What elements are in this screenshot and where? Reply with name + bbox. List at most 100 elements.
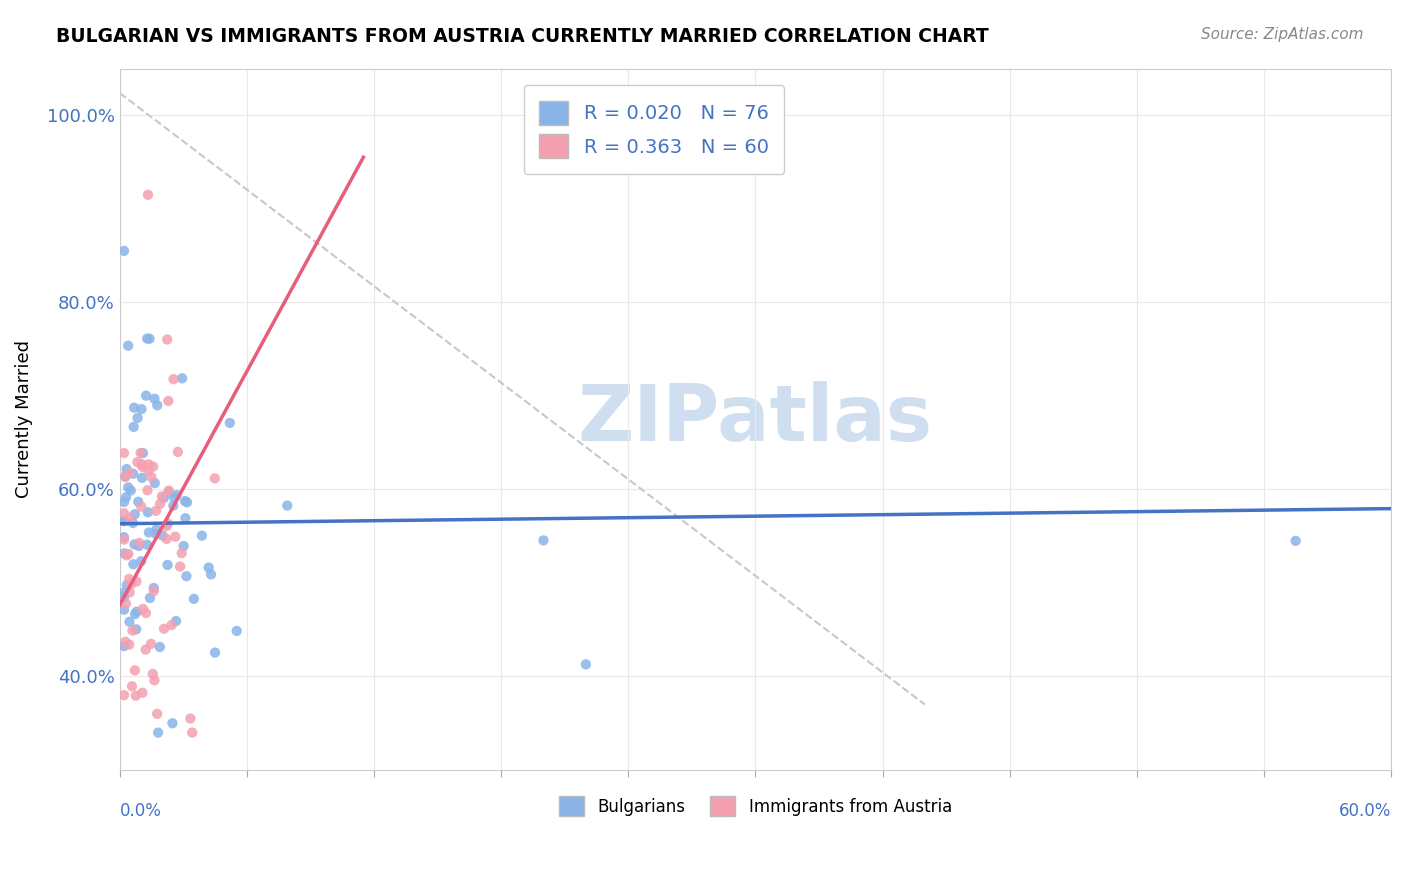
Point — [533, 533, 555, 548]
Point — [129, 500, 152, 514]
Point — [115, 462, 138, 476]
Point — [112, 506, 135, 520]
Point — [160, 618, 183, 632]
Point — [157, 394, 180, 409]
Point — [129, 554, 152, 568]
Point — [141, 470, 163, 484]
Point — [128, 536, 150, 550]
Point — [131, 457, 153, 471]
Point — [125, 689, 148, 703]
Point — [163, 491, 186, 505]
Point — [145, 504, 167, 518]
Point — [204, 471, 226, 485]
Point — [142, 581, 165, 595]
Point — [143, 476, 166, 491]
Point — [169, 559, 191, 574]
Point — [120, 483, 142, 498]
Point — [143, 392, 166, 406]
Point — [176, 569, 198, 583]
Point — [136, 483, 159, 498]
Point — [121, 679, 143, 693]
Point — [156, 516, 179, 531]
Point — [136, 538, 159, 552]
Point — [138, 332, 160, 346]
Point — [118, 572, 141, 586]
Point — [191, 529, 214, 543]
Point — [136, 505, 159, 519]
Point — [146, 398, 169, 412]
Point — [146, 706, 169, 721]
Point — [165, 530, 187, 544]
Point — [173, 539, 195, 553]
Point — [142, 459, 165, 474]
Point — [162, 372, 184, 386]
Point — [135, 606, 157, 620]
Point — [125, 605, 148, 619]
Point — [138, 458, 160, 472]
Point — [145, 526, 167, 541]
Point — [150, 489, 173, 503]
Text: BULGARIAN VS IMMIGRANTS FROM AUSTRIA CURRENTLY MARRIED CORRELATION CHART: BULGARIAN VS IMMIGRANTS FROM AUSTRIA CUR… — [56, 27, 988, 45]
Point — [112, 533, 135, 547]
Point — [132, 602, 155, 616]
Point — [125, 574, 148, 589]
Point — [118, 510, 141, 524]
Point — [152, 528, 174, 542]
Point — [121, 576, 143, 591]
Point — [124, 607, 146, 621]
Point — [142, 584, 165, 599]
Point — [112, 530, 135, 544]
Point — [115, 549, 138, 563]
Point — [179, 712, 201, 726]
Point — [129, 446, 152, 460]
Point — [167, 445, 190, 459]
Point — [114, 469, 136, 483]
Point — [218, 416, 240, 430]
Point — [131, 471, 153, 485]
Point — [204, 646, 226, 660]
Point — [181, 725, 204, 739]
Point — [200, 567, 222, 582]
Point — [112, 688, 135, 702]
Point — [122, 420, 145, 434]
Point — [117, 480, 139, 494]
Point — [115, 578, 138, 592]
Point — [165, 488, 187, 502]
Point — [135, 642, 157, 657]
Point — [124, 664, 146, 678]
Y-axis label: Currently Married: Currently Married — [15, 340, 32, 499]
Point — [157, 483, 180, 498]
Point — [118, 466, 141, 480]
Point — [170, 546, 193, 560]
Point — [136, 463, 159, 477]
Point — [122, 516, 145, 530]
Point — [115, 490, 138, 504]
Text: ZIPatlas: ZIPatlas — [578, 381, 932, 458]
Text: Source: ZipAtlas.com: Source: ZipAtlas.com — [1201, 27, 1364, 42]
Point — [153, 622, 176, 636]
Point — [128, 539, 150, 553]
Point — [125, 622, 148, 636]
Point — [139, 637, 162, 651]
Point — [172, 371, 194, 385]
Point — [276, 499, 298, 513]
Point — [153, 491, 176, 505]
Point — [122, 558, 145, 572]
Point — [155, 519, 177, 533]
Point — [165, 614, 187, 628]
Point — [156, 532, 179, 546]
Point — [112, 244, 135, 258]
Point — [127, 411, 149, 425]
Point — [174, 494, 197, 508]
Point — [121, 624, 143, 638]
Point — [143, 673, 166, 688]
Point — [132, 446, 155, 460]
Point — [131, 460, 153, 475]
Point — [112, 546, 135, 560]
Point — [122, 467, 145, 481]
Text: 60.0%: 60.0% — [1339, 802, 1391, 820]
Point — [225, 624, 247, 638]
Point — [112, 514, 135, 528]
Point — [139, 591, 162, 605]
Text: 0.0%: 0.0% — [120, 802, 162, 820]
